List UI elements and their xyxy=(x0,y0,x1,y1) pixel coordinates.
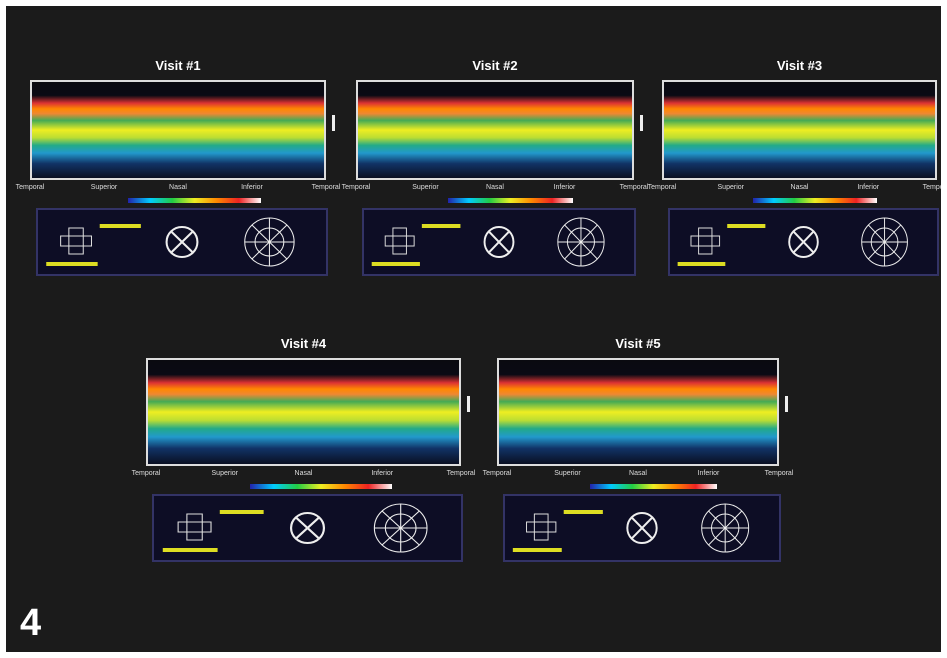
color-bar xyxy=(590,484,717,489)
scale-marker xyxy=(640,115,643,131)
axis-label: Superior xyxy=(543,470,593,477)
figure-label: 4 xyxy=(20,602,41,645)
color-bar xyxy=(128,198,261,203)
axis-label: Temporal xyxy=(331,184,381,191)
axis-label: Temporal xyxy=(637,184,687,191)
axis-label: Inferior xyxy=(684,470,734,477)
axis-label: Superior xyxy=(706,184,756,191)
color-bar xyxy=(448,198,573,203)
info-box xyxy=(503,494,781,562)
thickness-maps xyxy=(364,210,634,274)
axis-label: Superior xyxy=(401,184,451,191)
axis-label: Nasal xyxy=(153,184,203,191)
axis-label: Superior xyxy=(79,184,129,191)
info-box xyxy=(152,494,463,562)
color-bar xyxy=(753,198,877,203)
panel-title: Visit #3 xyxy=(662,58,937,73)
oct-scan xyxy=(497,358,779,466)
oct-scan xyxy=(30,80,326,180)
panel-title: Visit #2 xyxy=(356,58,634,73)
scale-marker xyxy=(467,396,470,412)
panel-title: Visit #4 xyxy=(146,336,461,351)
axis-label: Superior xyxy=(200,470,250,477)
axis-label: Nasal xyxy=(613,470,663,477)
color-bar xyxy=(250,484,392,489)
axis-label: Inferior xyxy=(357,470,407,477)
axis-label: Temporal xyxy=(6,184,55,191)
axis-label: Nasal xyxy=(279,470,329,477)
axis-label: Inferior xyxy=(540,184,590,191)
oct-scan xyxy=(662,80,937,180)
axis-label: Inferior xyxy=(227,184,277,191)
info-box xyxy=(362,208,636,276)
axis-label: Inferior xyxy=(843,184,893,191)
scale-marker xyxy=(332,115,335,131)
figure: 4 Visit #1 Temporal Superior Nasal Inferior T… xyxy=(6,6,941,652)
info-box xyxy=(668,208,939,276)
axis-label: Nasal xyxy=(470,184,520,191)
oct-scan xyxy=(146,358,461,466)
axis-label: Temporal xyxy=(754,470,804,477)
info-box xyxy=(36,208,328,276)
axis-label: Nasal xyxy=(775,184,825,191)
thickness-maps xyxy=(670,210,937,274)
panel-title: Visit #1 xyxy=(30,58,326,73)
thickness-maps xyxy=(505,496,779,560)
axis-label: Temporal xyxy=(472,470,522,477)
thickness-maps xyxy=(38,210,326,274)
axis-label: Temporal xyxy=(912,184,941,191)
scale-marker xyxy=(785,396,788,412)
thickness-maps xyxy=(154,496,461,560)
axis-label: Temporal xyxy=(121,470,171,477)
oct-scan xyxy=(356,80,634,180)
panel-title: Visit #5 xyxy=(497,336,779,351)
